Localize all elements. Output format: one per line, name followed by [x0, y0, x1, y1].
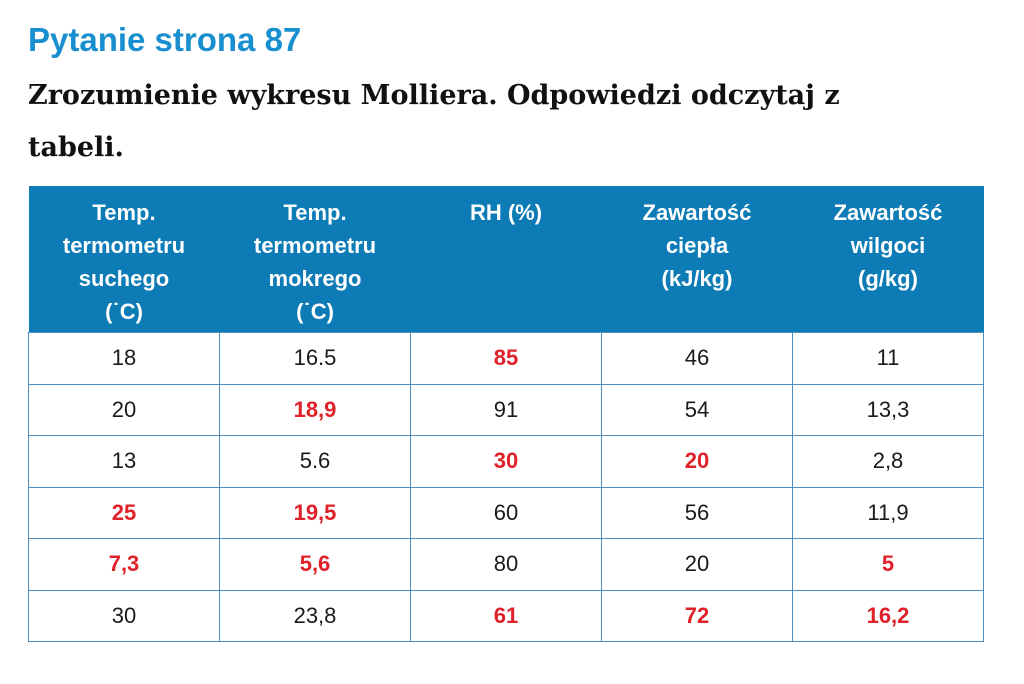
table-cell: 13,3: [792, 383, 984, 436]
table-header-row: Temp. termometru suchego (˙C) Temp. term…: [28, 186, 984, 333]
table-cell: 80: [410, 538, 602, 591]
table-cell: 11,9: [792, 486, 984, 539]
answer-cell: 5,6: [219, 538, 411, 591]
answer-cell: 16,2: [792, 589, 984, 642]
table-cell: 23,8: [219, 589, 411, 642]
table-row: 25 19,5 60 56 11,9: [28, 486, 984, 539]
header-line: suchego: [78, 266, 170, 291]
answer-cell: 7,3: [28, 538, 220, 591]
header-line: (kJ/kg): [661, 266, 733, 291]
header-line: Zawartość: [833, 200, 943, 225]
table-cell: 16.5: [219, 332, 411, 385]
table-cell: 5.6: [219, 435, 411, 488]
table-cell: 13: [28, 435, 220, 488]
question-subtitle: Zrozumienie wykresu Molliera. Odpowiedzi…: [28, 80, 840, 163]
answer-cell: 18,9: [219, 383, 411, 436]
header-line: mokrego: [268, 266, 362, 291]
table-cell: 11: [792, 332, 984, 385]
answer-cell: 72: [601, 589, 793, 642]
table-cell: 46: [601, 332, 793, 385]
header-heat-content: Zawartość ciepła (kJ/kg): [601, 186, 793, 333]
table-row: 30 23,8 61 72 16,2: [28, 589, 984, 642]
header-dry-bulb-temp: Temp. termometru suchego (˙C): [28, 186, 220, 333]
header-line: RH (%): [469, 200, 543, 225]
table-row: 20 18,9 91 54 13,3: [28, 383, 984, 436]
answer-cell: 5: [792, 538, 984, 591]
header-line: ciepła: [665, 233, 729, 258]
answer-cell: 61: [410, 589, 602, 642]
header-line: Temp.: [92, 200, 156, 225]
answer-cell: 30: [410, 435, 602, 488]
table-row: 7,3 5,6 80 20 5: [28, 538, 984, 591]
header-line: (g/kg): [858, 266, 918, 291]
answer-cell: 85: [410, 332, 602, 385]
table-row: 18 16.5 85 46 11: [28, 332, 984, 385]
table-cell: 54: [601, 383, 793, 436]
answer-cell: 20: [601, 435, 793, 488]
table-cell: 2,8: [792, 435, 984, 488]
header-line: (˙C): [296, 299, 334, 324]
answer-cell: 25: [28, 486, 220, 539]
header-line: Zawartość: [642, 200, 752, 225]
header-moisture-content: Zawartość wilgoci (g/kg): [792, 186, 984, 333]
page-title: Pytanie strona 87: [28, 21, 302, 58]
table-cell: 56: [601, 486, 793, 539]
table-cell: 60: [410, 486, 602, 539]
header-line: termometru: [253, 233, 377, 258]
header-relative-humidity: RH (%): [410, 186, 602, 333]
header-line: (˙C): [105, 299, 143, 324]
table-cell: 91: [410, 383, 602, 436]
answer-cell: 19,5: [219, 486, 411, 539]
table-cell: 20: [601, 538, 793, 591]
table-cell: 30: [28, 589, 220, 642]
mollier-table: Temp. termometru suchego (˙C) Temp. term…: [28, 186, 984, 642]
table-body: 18 16.5 85 46 11 20 18,9 91 54 13,3 13 5.6 30 20 2,8 25…: [28, 332, 984, 642]
header-wet-bulb-temp: Temp. termometru mokrego (˙C): [219, 186, 411, 333]
header-line: wilgoci: [850, 233, 926, 258]
table-row: 13 5.6 30 20 2,8: [28, 435, 984, 488]
table-cell: 20: [28, 383, 220, 436]
header-line: termometru: [62, 233, 186, 258]
table-cell: 18: [28, 332, 220, 385]
header-line: Temp.: [283, 200, 347, 225]
